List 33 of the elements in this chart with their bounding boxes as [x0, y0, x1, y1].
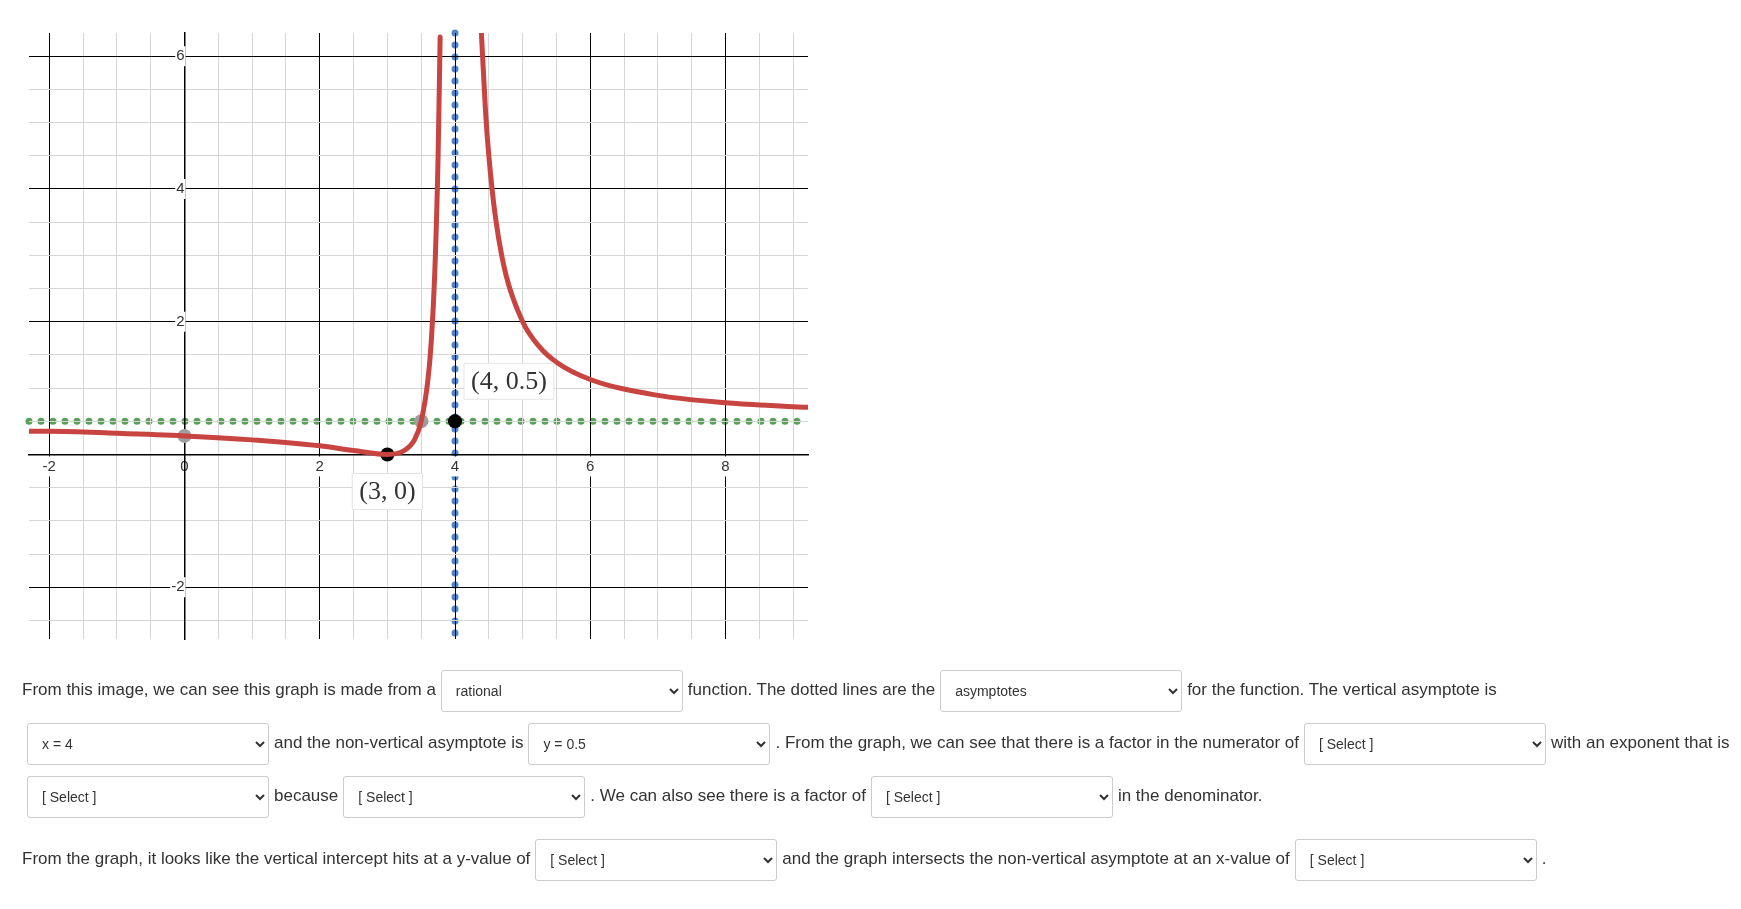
text: y = 0.5: [528, 722, 771, 765]
text: in the denominator.: [1117, 786, 1263, 805]
text: [ Select ]: [870, 775, 1113, 818]
y-tick-label: 2: [176, 311, 185, 329]
text: [ Select ]: [343, 775, 586, 818]
text: for the function. The vertical asymptote is: [1187, 680, 1497, 699]
y-tick-label: 4: [176, 179, 185, 197]
text: [ Select ]: [1294, 838, 1537, 881]
text: function. The dotted lines are the: [687, 680, 936, 699]
text: rational: [440, 669, 683, 712]
text: and the graph intersects the non-vertical asymptote at an x-value of: [782, 849, 1290, 868]
text: [ Select ]: [27, 775, 269, 818]
x-tick-label: 2: [315, 456, 324, 474]
x-tick-label: 6: [586, 456, 595, 474]
text: . We can also see there is a factor of: [590, 786, 866, 805]
y-tick-label: -2: [171, 577, 185, 595]
text: x = 4: [27, 722, 269, 765]
x-tick-label: -2: [42, 456, 56, 474]
y-tick-label: 6: [176, 46, 185, 64]
text: [ Select ]: [1303, 722, 1546, 765]
text: . From the graph, we can see that there is a factor in the numerator of: [775, 733, 1299, 752]
text: From this image, we can see this graph is made from a: [22, 680, 436, 699]
annotation: (3, 0): [359, 476, 416, 506]
text: [ Select ]: [535, 838, 778, 881]
text: From the graph, it looks like the vertical intercept hits at a y-value of: [22, 849, 531, 868]
x-tick-label: 8: [721, 456, 730, 474]
text: asymptotes: [940, 669, 1183, 712]
text: with an exponent that is: [1550, 733, 1730, 752]
text: .: [1541, 849, 1547, 868]
text: and the non-vertical asymptote is: [274, 733, 524, 752]
annotation: (4, 0.5): [471, 366, 547, 396]
x-tick-label: 4: [450, 456, 460, 474]
text: because: [274, 786, 339, 805]
